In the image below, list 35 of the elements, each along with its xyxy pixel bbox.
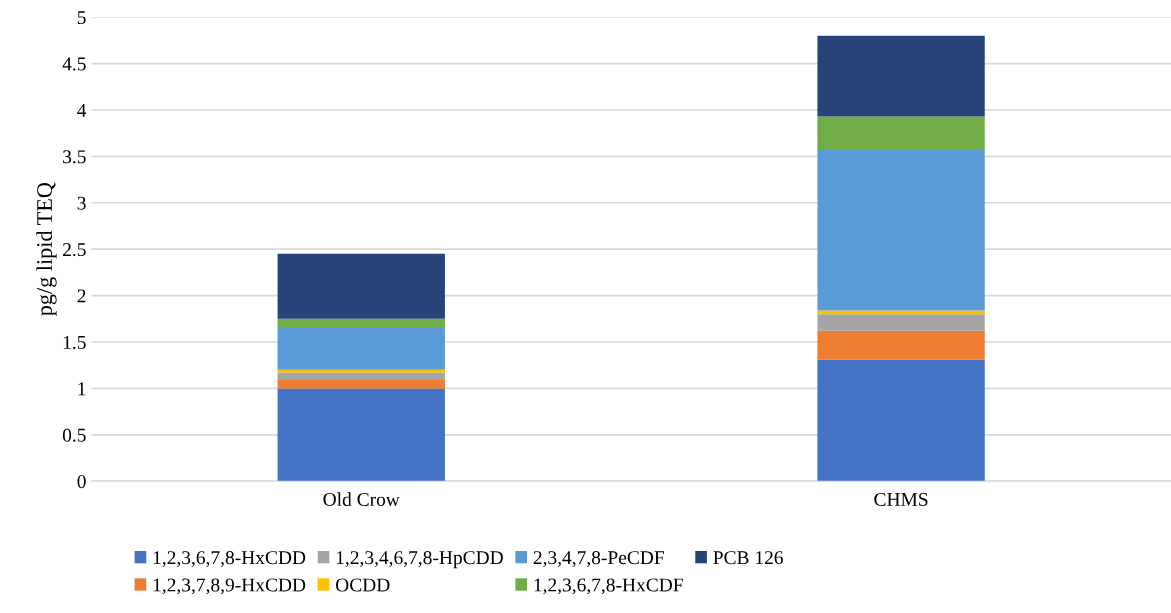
bar [277,380,445,389]
x-tick-label: CHMS [874,492,928,506]
bar [817,116,985,149]
legend-label: 1,2,3,4,6,7,8-HpCDD [336,551,503,569]
y-tick-label: 2 [77,289,86,303]
bar [277,388,445,482]
legend-label: OCDD [336,578,390,592]
y-tick-label: 1 [78,382,86,396]
bar [277,328,445,370]
y-tick-label: 5 [77,11,86,25]
bar [817,314,985,331]
legend-label: 2,3,4,7,8-PeCDF [533,551,664,567]
y-tick-label: 4.5 [62,57,86,71]
legend-label: 1,2,3,6,7,8-HxCDD [153,551,306,567]
legend-label: PCB 126 [713,551,783,565]
legend-label: 1,2,3,6,7,8-HxCDF [534,578,683,595]
bar [817,330,985,360]
y-tick-label: 0.5 [62,428,86,442]
bar [817,310,985,315]
y-tick-label: 0 [77,475,86,489]
bar [277,369,445,373]
bar [277,253,445,319]
bar [277,318,445,329]
legend-label: 1,2,3,7,8,9-HxCDD [153,578,306,595]
bar [277,372,445,381]
y-axis-title: pg/g lipid TEQ [36,182,57,316]
x-tick-label: Old Crow [323,492,400,506]
y-tick-label: 1.5 [63,335,86,350]
y-tick-label: 2.5 [63,243,86,257]
y-tick-label: 3 [77,196,86,210]
y-tick-label: 4 [77,103,87,117]
bar [817,359,985,482]
bar [817,35,985,117]
bar [817,148,985,311]
y-tick-label: 3.5 [63,150,86,164]
